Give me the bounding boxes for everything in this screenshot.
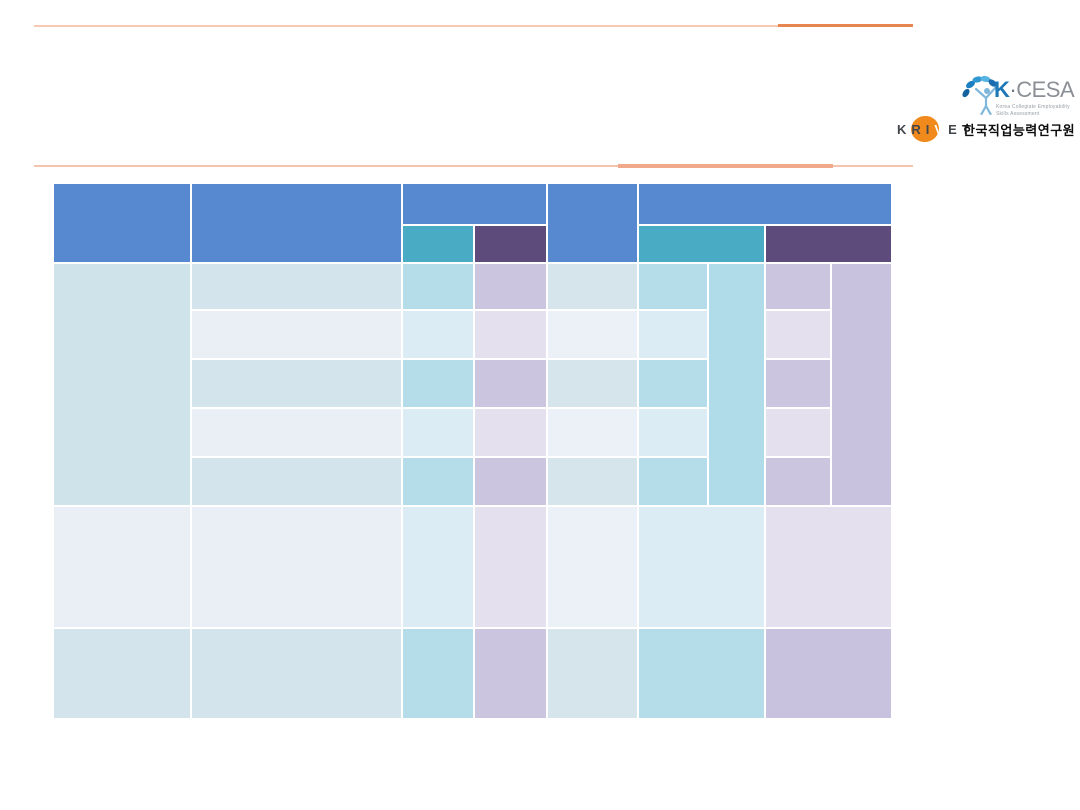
table-cell: [403, 264, 473, 309]
table-cell: [639, 409, 707, 456]
header-cell: [475, 226, 546, 262]
header-divider-thick-segment: [618, 164, 833, 168]
kcesa-subtitle: Korea Collegiate Employability Skills As…: [996, 104, 1070, 117]
table-cell: [766, 311, 830, 358]
kcesa-subtitle-line1: Korea Collegiate Employability: [996, 104, 1070, 110]
krivet-wordmark-kri: KRI: [897, 122, 935, 137]
table-cell: [475, 507, 546, 627]
table-cell: [639, 360, 707, 407]
top-accent-line: [34, 24, 913, 27]
table-cell: [475, 360, 546, 407]
table-cell: [192, 264, 401, 309]
table-cell: [766, 409, 830, 456]
table-cell: [475, 311, 546, 358]
table-cell: [548, 458, 637, 505]
table-cell: [766, 507, 891, 627]
table-cell: [403, 629, 473, 718]
table-cell: [639, 629, 764, 718]
header-cell: [54, 184, 190, 262]
krivet-wordmark: KRIVET: [897, 122, 975, 137]
header-divider-line: [34, 164, 913, 168]
kcesa-icon: [962, 75, 999, 115]
header-cell: [639, 184, 891, 224]
header-cell: [403, 226, 473, 262]
table-cell: [475, 458, 546, 505]
table-cell: [548, 409, 637, 456]
table-cell: [766, 360, 830, 407]
table-cell: [639, 311, 707, 358]
table-cell: [403, 507, 473, 627]
header-cell: [766, 226, 891, 262]
kcesa-wordmark-rest: CESA: [1016, 77, 1075, 102]
table-cell: [639, 264, 707, 309]
table-cell: [475, 264, 546, 309]
table-cell: [403, 360, 473, 407]
table-cell: [192, 311, 401, 358]
table-cell: [548, 507, 637, 627]
kcesa-wordmark: K·CESA: [994, 77, 1075, 102]
table-cell: [192, 409, 401, 456]
table-cell: [548, 264, 637, 309]
table-cell: [403, 458, 473, 505]
table-cell: [192, 360, 401, 407]
header-cell: [639, 226, 764, 262]
table-cell: [403, 311, 473, 358]
table-cell: [403, 409, 473, 456]
table-cell: [766, 458, 830, 505]
table-cell: [548, 360, 637, 407]
top-accent-line-dark-segment: [778, 24, 913, 27]
table-cell: [766, 629, 891, 718]
table-cell: [475, 409, 546, 456]
table-cell: [709, 264, 764, 505]
kcesa-wordmark-k: K: [994, 77, 1010, 102]
krivet-wordmark-v: V: [934, 122, 949, 137]
table-cell: [475, 629, 546, 718]
assessment-table: [54, 184, 891, 718]
table-cell: [639, 507, 764, 627]
kcesa-subtitle-line2: Skills Assessment: [996, 110, 1040, 117]
table-cell: [192, 507, 401, 627]
krivet-wordmark-et: ET: [948, 122, 975, 137]
table-cell: [548, 629, 637, 718]
table-cell: [54, 629, 190, 718]
table-cell: [192, 629, 401, 718]
table-cell: [766, 264, 830, 309]
kcesa-person-icon: [974, 84, 999, 115]
header-cell: [548, 184, 637, 262]
krivet-org-name: 한국직업능력연구원: [963, 123, 1076, 138]
kcesa-wordmark-dot: ·: [1009, 77, 1017, 102]
table-cell: [54, 264, 190, 505]
kcesa-petals-icon: [962, 75, 997, 98]
table-cell: [548, 311, 637, 358]
table-cell: [192, 458, 401, 505]
table-cell: [54, 507, 190, 627]
table-cell: [639, 458, 707, 505]
header-cell: [403, 184, 546, 224]
table-cell: [832, 264, 891, 505]
header-cell: [192, 184, 401, 262]
